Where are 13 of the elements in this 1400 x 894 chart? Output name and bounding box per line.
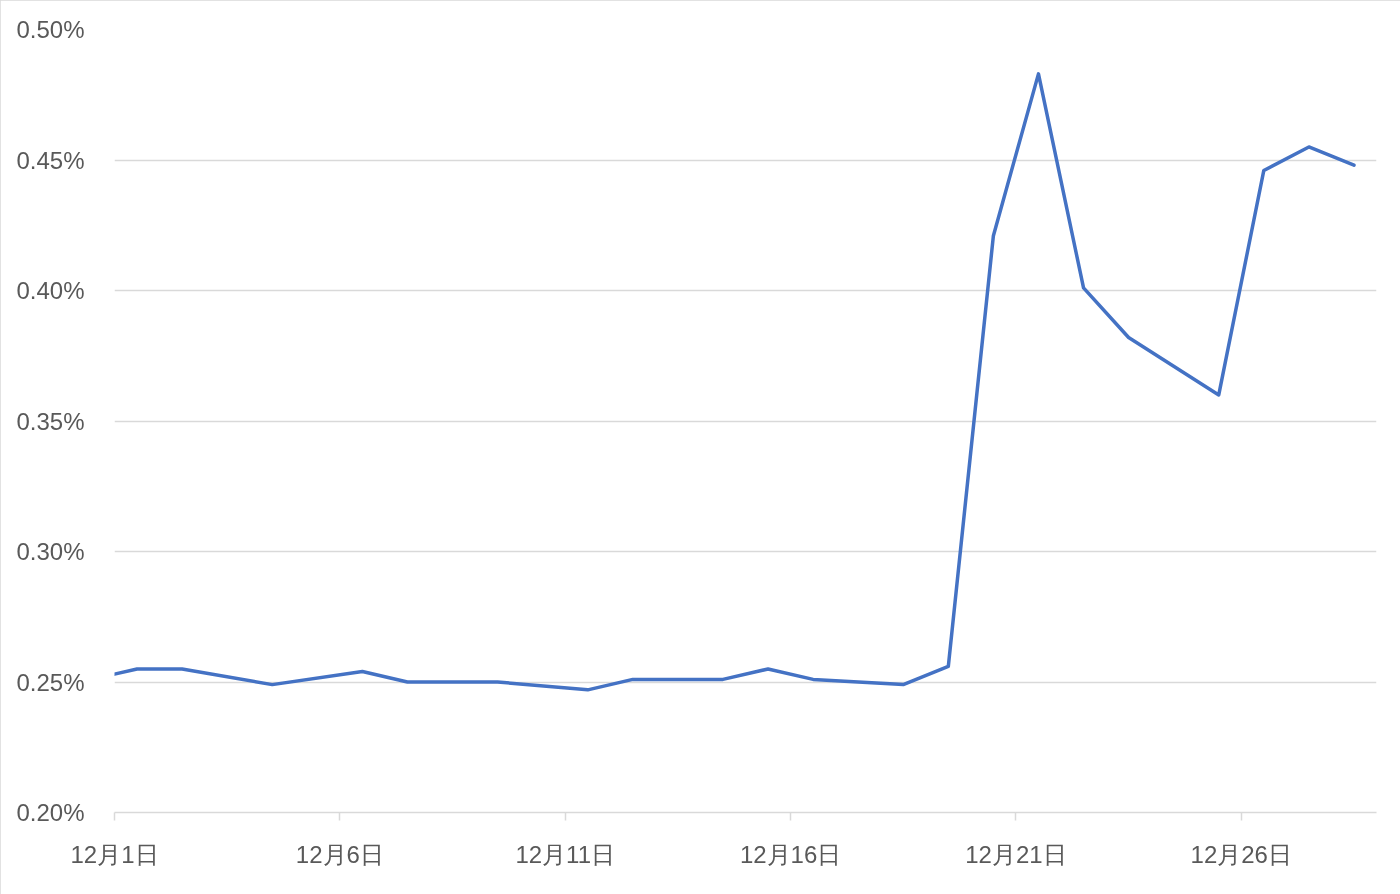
y-tick-label: 0.30% [16, 538, 85, 565]
y-tick-label: 0.50% [16, 16, 85, 43]
y-tick-label: 0.35% [16, 407, 85, 435]
y-tick-label: 0.40% [16, 277, 85, 304]
x-tick-label: 12月6日 [295, 840, 384, 868]
x-tick-label: 12月1日 [70, 840, 159, 868]
y-tick-label: 0.20% [16, 799, 85, 826]
y-tick-label: 0.45% [16, 146, 85, 174]
x-tick-label: 12月21日 [965, 840, 1067, 868]
x-tick-label: 12月26日 [1190, 840, 1292, 868]
x-tick-label: 12月11日 [515, 840, 616, 868]
x-tick-label: 12月16日 [739, 840, 842, 868]
y-tick-label: 0.25% [16, 668, 85, 696]
